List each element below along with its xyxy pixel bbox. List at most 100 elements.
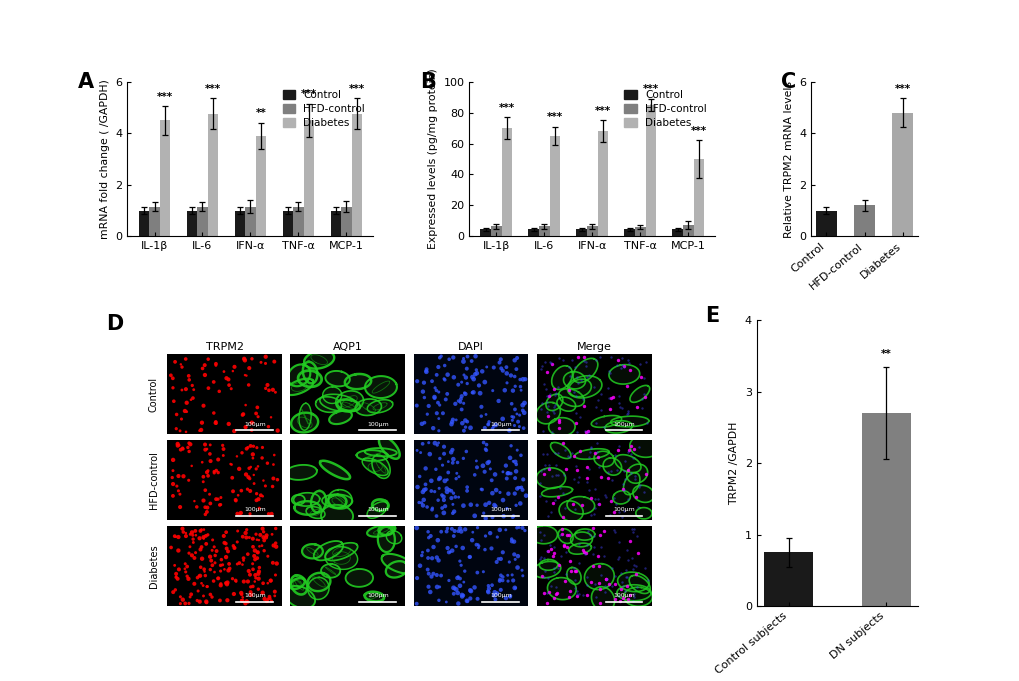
Point <box>517 374 533 385</box>
Polygon shape <box>311 491 326 512</box>
Point <box>449 457 466 468</box>
Point <box>497 362 514 373</box>
Point <box>492 554 508 565</box>
Point <box>240 463 257 474</box>
Point <box>230 463 247 474</box>
Point <box>508 483 525 494</box>
Point <box>250 547 266 558</box>
Point <box>566 473 582 484</box>
Point <box>430 474 446 485</box>
Point <box>248 573 264 584</box>
Point <box>581 484 597 495</box>
Point <box>210 454 226 465</box>
Text: 100μm: 100μm <box>489 422 512 426</box>
Point <box>587 355 603 366</box>
Point <box>229 558 246 569</box>
Point <box>212 580 228 591</box>
Point <box>409 599 425 609</box>
Point <box>602 466 619 477</box>
Point <box>451 580 468 591</box>
Polygon shape <box>630 385 649 402</box>
Point <box>183 550 200 560</box>
Polygon shape <box>329 411 352 424</box>
Point <box>420 400 436 411</box>
Point <box>199 466 215 477</box>
Point <box>442 447 459 458</box>
Point <box>445 588 462 599</box>
Point <box>549 447 566 458</box>
Point <box>215 443 231 454</box>
Point <box>227 494 244 505</box>
Polygon shape <box>320 461 350 479</box>
Point <box>177 530 194 541</box>
Point <box>536 529 552 540</box>
Point <box>416 392 432 403</box>
Point <box>506 355 523 366</box>
Point <box>599 472 615 483</box>
Point <box>440 547 457 558</box>
Point <box>192 596 208 607</box>
Polygon shape <box>298 370 321 387</box>
Point <box>165 490 181 501</box>
Point <box>624 553 640 564</box>
Polygon shape <box>337 400 360 411</box>
Point <box>620 405 636 416</box>
Point <box>260 594 276 605</box>
Point <box>449 588 466 599</box>
Point <box>602 351 619 362</box>
Point <box>581 529 597 540</box>
Point <box>194 417 210 428</box>
Point <box>477 409 493 420</box>
Point <box>208 418 224 429</box>
Point <box>464 372 480 383</box>
Point <box>623 524 639 535</box>
Point <box>426 393 442 404</box>
Polygon shape <box>328 490 352 509</box>
Point <box>551 560 568 571</box>
Point <box>578 477 594 488</box>
Point <box>249 553 265 564</box>
Point <box>480 580 496 591</box>
Point <box>255 475 271 486</box>
Polygon shape <box>614 455 640 473</box>
Point <box>491 524 507 535</box>
Point <box>168 409 184 420</box>
Point <box>595 422 611 432</box>
Point <box>207 417 223 428</box>
Point <box>485 362 501 373</box>
Point <box>600 365 616 376</box>
Point <box>478 445 494 456</box>
Point <box>163 370 179 381</box>
Point <box>626 474 642 485</box>
Point <box>174 523 191 534</box>
Point <box>551 529 568 540</box>
Point <box>451 523 468 534</box>
Point <box>239 549 256 560</box>
Point <box>459 481 475 492</box>
Polygon shape <box>314 541 342 560</box>
Point <box>490 554 506 565</box>
Point <box>538 496 554 507</box>
Point <box>409 522 425 533</box>
Point <box>424 503 440 513</box>
Polygon shape <box>562 372 585 389</box>
Point <box>539 411 555 422</box>
Point <box>500 468 517 479</box>
Point <box>238 532 255 543</box>
Point <box>634 393 650 404</box>
Point <box>595 550 611 561</box>
Point <box>600 578 616 589</box>
Polygon shape <box>322 387 341 403</box>
Point <box>579 590 595 601</box>
Point <box>268 541 284 552</box>
Text: ***: *** <box>498 103 515 112</box>
Point <box>623 441 639 452</box>
Point <box>219 577 235 588</box>
Bar <box>853 206 874 236</box>
Point <box>213 578 229 589</box>
Point <box>547 589 564 600</box>
Point <box>263 412 279 423</box>
Point <box>579 461 595 472</box>
Point <box>592 388 608 399</box>
Text: ***: *** <box>546 112 562 122</box>
